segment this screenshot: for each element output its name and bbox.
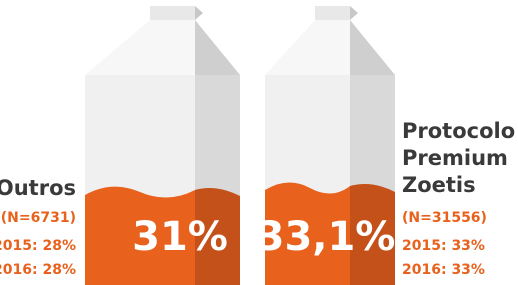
percent: 33,1% xyxy=(257,214,396,260)
page: {"groups": [ {"name": "Outros", "n": "(N… xyxy=(0,0,518,285)
sample-size: (N=31556) xyxy=(402,210,487,226)
history: 2015: 28% xyxy=(0,238,76,254)
group-name: Premium xyxy=(402,146,508,170)
percent: 31% xyxy=(132,214,228,260)
sample-size: (N=6731) xyxy=(1,210,76,226)
group-name: Zoetis xyxy=(402,173,476,197)
history: 2016: 28% xyxy=(0,262,76,278)
group-name: Protocolo xyxy=(402,119,515,143)
group-name: Outros xyxy=(0,176,76,200)
history: 2016: 33% xyxy=(402,262,485,278)
infographic: 31% 33,1% Outros (N=6731) 2015: 28% 2016… xyxy=(0,0,518,285)
history: 2015: 33% xyxy=(402,238,485,254)
